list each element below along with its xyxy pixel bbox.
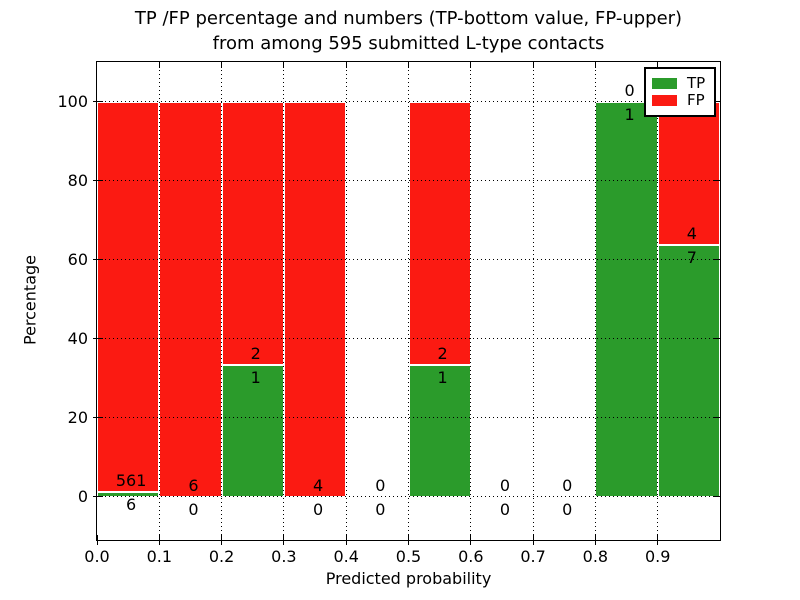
bar-fp-segment (221, 101, 284, 365)
tp-count-label: 0 (312, 499, 324, 519)
x-tick-label: 0.1 (146, 547, 173, 566)
fp-count-label: 0 (624, 80, 635, 100)
y-tick-label: 80 (67, 170, 88, 190)
y-tick-mark-right (714, 338, 720, 340)
x-tick-label: 0.6 (458, 547, 484, 566)
fp-count-label: 6 (188, 475, 199, 495)
y-tick-mark-right (714, 259, 720, 261)
y-tick-label: 0 (77, 486, 88, 506)
x-tick-mark-top (532, 62, 534, 68)
y-tick-mark (93, 180, 103, 181)
y-tick-mark-right (714, 101, 720, 102)
fp-count-label: 561 (115, 471, 147, 491)
y-tick-label: 40 (67, 328, 88, 348)
gridline-x (221, 62, 223, 540)
x-tick-mark (345, 535, 347, 545)
chart-title-line2: from among 595 submitted L-type contacts (212, 33, 605, 54)
x-tick-mark (594, 535, 596, 545)
y-tick-mark-right (714, 180, 720, 181)
tp-count-label: 0 (188, 499, 199, 519)
legend-swatch-tp-icon (652, 78, 677, 89)
y-tick-mark-right (714, 417, 720, 419)
tp-count-label: 0 (499, 499, 511, 519)
legend-swatch-fp-icon (652, 95, 677, 106)
x-tick-mark-top (657, 62, 659, 68)
x-tick-mark (96, 535, 98, 545)
x-tick-label: 0.5 (395, 547, 422, 566)
legend-label-tp: TP (687, 74, 706, 92)
bar-tp-segment (595, 101, 658, 497)
x-tick-mark-top (283, 62, 285, 68)
tp-count-label: 6 (126, 495, 137, 515)
x-tick-mark (408, 535, 409, 545)
fp-count-label: 2 (250, 343, 261, 363)
x-tick-mark-top (345, 62, 347, 68)
bar-tp-segment (221, 364, 284, 497)
gridline-x (594, 62, 596, 540)
x-tick-mark (657, 535, 659, 545)
tp-count-label: 0 (375, 499, 386, 519)
gridline-x (158, 62, 160, 540)
y-tick-mark (93, 417, 103, 419)
fp-count-label: 0 (375, 475, 386, 495)
fp-count-label: 2 (437, 343, 448, 363)
legend-entry-fp: FP (652, 93, 705, 108)
plot-area: TP FP 561 6 6 0 2 1 4 0 0 0 2 1 0 0 0 0 0 1 4 7 (93, 61, 721, 545)
fp-count-label: 4 (686, 224, 697, 244)
y-tick-mark (93, 338, 103, 340)
x-tick-mark (283, 535, 285, 545)
bar-tp-segment (408, 364, 471, 497)
x-tick-label: 0.3 (271, 547, 297, 566)
x-tick-mark (158, 535, 160, 545)
x-tick-label: 0.0 (84, 547, 110, 566)
x-tick-label: 0.4 (333, 547, 359, 566)
legend-label-fp: FP (687, 91, 705, 109)
bar-tp-segment (657, 245, 720, 497)
x-tick-mark (221, 535, 223, 545)
tp-count-label: 0 (562, 499, 573, 519)
chart-title-line1: TP /FP percentage and numbers (TP-bottom… (134, 8, 683, 29)
x-tick-label: 0.8 (582, 547, 609, 566)
fp-count-label: 0 (562, 475, 573, 495)
gridline-x (470, 62, 472, 540)
x-tick-mark (470, 535, 472, 545)
legend-entry-tp: TP (652, 76, 705, 91)
x-tick-label: 0.9 (644, 547, 671, 566)
x-tick-mark-top (594, 62, 596, 68)
gridline-x (532, 62, 534, 540)
y-tick-mark (93, 496, 103, 498)
legend: TP FP (644, 67, 717, 117)
x-tick-label: 0.2 (208, 547, 235, 566)
chart-title: TP /FP percentage and numbers (TP-bottom… (97, 6, 720, 56)
bar-fp-segment (408, 101, 471, 365)
gridline-x (283, 62, 285, 540)
y-tick-mark (93, 259, 103, 261)
bar-tp-segment (97, 492, 160, 497)
x-tick-mark-top (158, 62, 160, 68)
x-axis-label: Predicted probability (325, 569, 492, 588)
gridline-x (345, 62, 347, 540)
bar-fp-segment (97, 101, 160, 493)
y-tick-mark (93, 101, 103, 102)
tp-count-label: 1 (624, 104, 635, 124)
x-tick-mark-top (221, 62, 223, 68)
gridline-x (657, 62, 659, 540)
tp-count-label: 1 (437, 367, 448, 387)
x-tick-label: 0.7 (520, 547, 546, 566)
tp-count-label: 1 (250, 367, 261, 387)
y-tick-label: 20 (67, 407, 88, 427)
fp-count-label: 0 (499, 475, 511, 495)
x-tick-mark-top (408, 62, 409, 68)
y-tick-mark-right (714, 496, 720, 498)
tp-count-label: 7 (686, 248, 697, 268)
x-tick-mark (532, 535, 534, 545)
y-tick-label: 100 (57, 91, 88, 111)
bar-fp-segment (283, 101, 347, 497)
bar-fp-segment (159, 101, 222, 497)
x-tick-mark-top (470, 62, 472, 68)
fp-count-label: 4 (312, 475, 324, 495)
gridline-x (408, 62, 409, 540)
y-tick-label: 60 (67, 249, 88, 269)
